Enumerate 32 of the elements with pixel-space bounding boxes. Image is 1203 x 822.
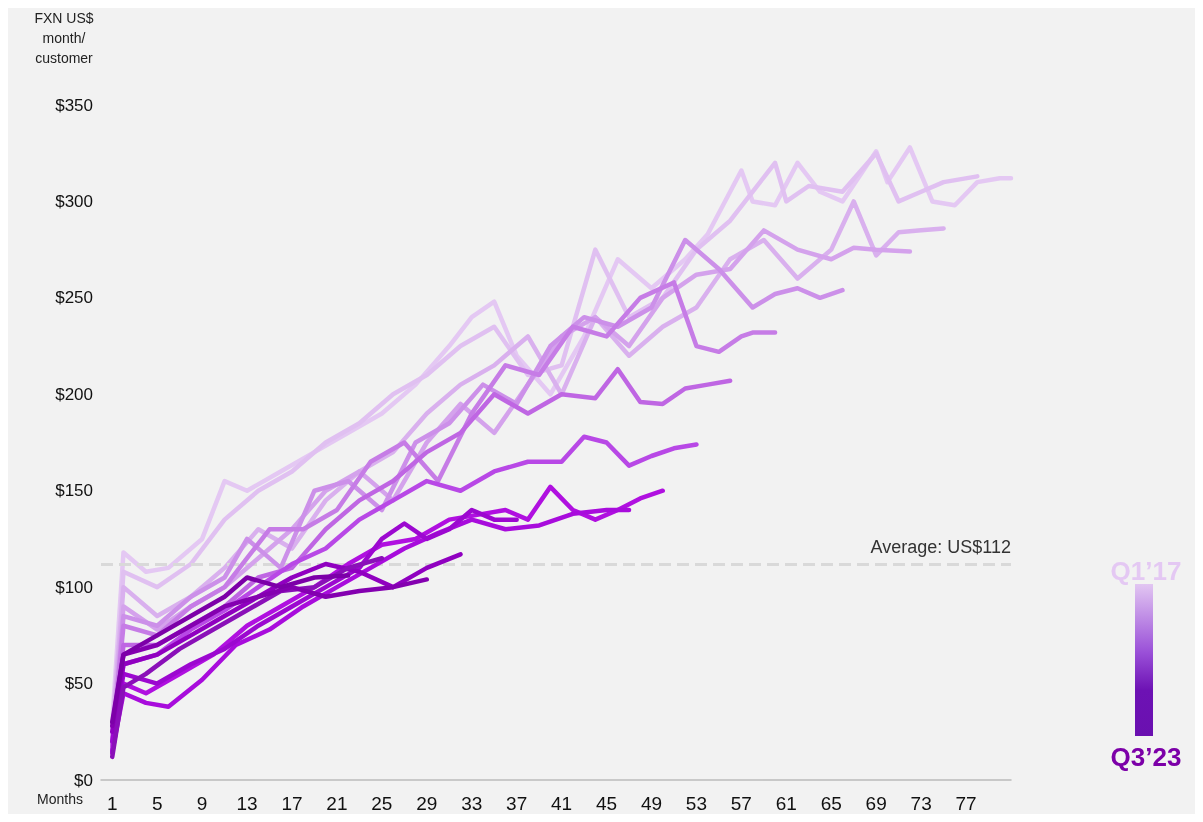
y-tick-label: $250 [55,288,93,308]
y-axis-title: FXN US$ month/ customer [33,9,95,68]
x-tick-label: 69 [865,793,887,814]
ref-line-label: Average: US$112 [870,537,1011,557]
x-tick-label: 1 [106,793,118,814]
x-tick-label: 53 [685,793,707,814]
x-tick-label: 49 [640,793,663,814]
y-tick-label: $150 [55,481,93,501]
x-tick-label: 41 [551,793,573,814]
x-tick-label: 29 [416,793,438,814]
x-tick-label: 65 [820,793,842,814]
x-tick-label: 57 [730,793,752,814]
x-tick-label: 33 [461,793,483,814]
x-tick-label: 77 [955,793,977,814]
x-tick-label: 13 [236,793,258,814]
y-tick-label: $100 [55,577,93,597]
text: Q3’23 [1109,742,1183,773]
x-tick-label: 17 [281,793,303,814]
x-tick-label: 37 [506,793,528,814]
x-tick-label: 9 [196,793,208,814]
y-tick-label: $300 [55,191,93,211]
y-tick-label: $350 [55,95,93,115]
x-tick-label: 21 [326,793,348,814]
y-tick-label: $200 [55,384,93,404]
y-tick-label: $50 [64,674,93,694]
x-tick-label: 61 [775,793,797,814]
x-tick-label: 25 [371,793,393,814]
x-axis-title: Months [37,791,83,807]
y-tick-label: $0 [74,770,93,790]
x-tick-label: 73 [910,793,932,814]
x-tick-label: 45 [595,793,618,814]
x-tick-label: 5 [151,793,163,814]
